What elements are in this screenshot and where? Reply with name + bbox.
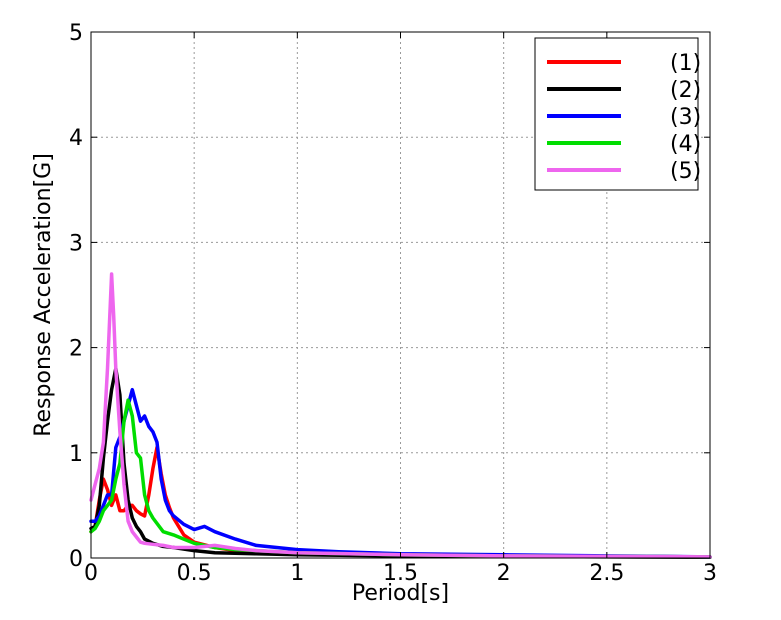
legend-label-4: (4) (670, 132, 701, 157)
legend-label-3: (3) (670, 105, 701, 130)
series-layer (89, 272, 712, 559)
y-tick-label: 1 (69, 442, 83, 467)
y-tick-label: 3 (69, 231, 83, 256)
tick-labels: 0 0.5 1 1.5 2 2.5 3 0 1 2 3 4 5 (69, 21, 717, 586)
y-tick-label: 5 (69, 21, 83, 46)
y-tick-label: 4 (69, 126, 83, 151)
legend-label-1: (1) (670, 51, 701, 76)
legend-label-2: (2) (670, 78, 701, 103)
y-axis-label: Response Acceleration[G] (31, 153, 56, 437)
y-tick-label: 0 (69, 547, 83, 572)
series-line-5 (89, 272, 712, 559)
x-tick-label: 2.5 (589, 561, 624, 586)
y-tick-label: 2 (69, 337, 83, 362)
legend-label-5: (5) (670, 159, 701, 184)
x-tick-label: 0.5 (177, 561, 212, 586)
x-tick-label: 2 (497, 561, 511, 586)
legend: (1)(2)(3)(4)(5) (534, 37, 701, 191)
x-tick-label: 3 (703, 561, 717, 586)
series-line-3 (89, 387, 712, 559)
x-tick-label: 1.5 (383, 561, 418, 586)
x-axis-label: Period[s] (352, 581, 449, 606)
x-tick-label: 0 (84, 561, 98, 586)
x-tick-label: 1 (290, 561, 304, 586)
